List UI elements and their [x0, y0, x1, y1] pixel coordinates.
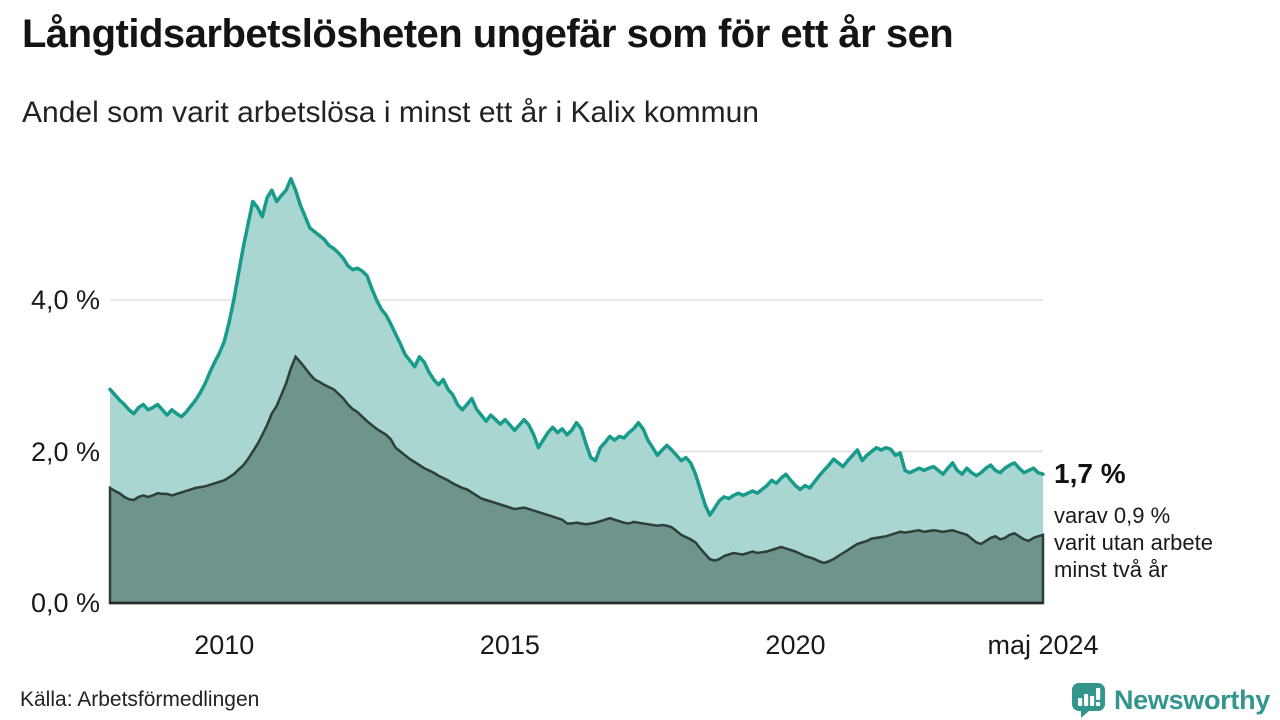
source-caption: Källa: Arbetsförmedlingen — [20, 688, 260, 711]
x-tick-2020: 2020 — [765, 630, 826, 660]
chart-title: Långtidsarbetslösheten ungefär som för e… — [22, 12, 954, 56]
end-value-annotation: 1,7 % varav 0,9 % varit utan arbete mins… — [1054, 458, 1274, 583]
y-tick-0: 0,0 % — [30, 588, 100, 618]
annotation-line-2: varit utan arbete — [1054, 530, 1213, 555]
x-tick-maj-2024: maj 2024 — [987, 630, 1099, 660]
y-tick-4: 4,0 % — [30, 285, 100, 315]
newsworthy-wordmark: Newsworthy — [1113, 685, 1270, 715]
chart-subtitle: Andel som varit arbetslösa i minst ett å… — [22, 96, 759, 129]
end-value-total: 1,7 % — [1054, 458, 1126, 489]
x-tick-2015: 2015 — [479, 630, 540, 660]
y-tick-2: 2,0 % — [30, 436, 100, 467]
annotation-line-3: minst två år — [1054, 557, 1168, 582]
newsworthy-bar-chart-bubble-icon — [1071, 683, 1105, 718]
x-tick-2010: 2010 — [194, 630, 255, 660]
annotation-line-1: varav 0,9 % — [1054, 503, 1171, 528]
end-value-detail: varav 0,9 % varit utan arbete minst två … — [1054, 502, 1274, 583]
line-minst-ett-ar — [108, 177, 1045, 517]
newsworthy-logo: Newsworthy — [1070, 682, 1270, 719]
area-minst-tva-ar — [108, 354, 1045, 605]
